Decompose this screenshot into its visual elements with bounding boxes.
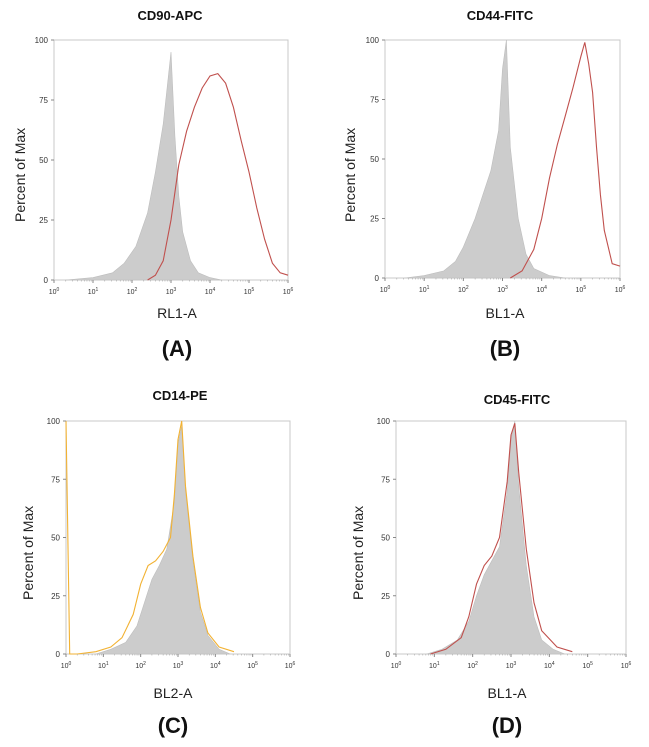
x-tick-label: 103 (173, 661, 184, 670)
x-tick-label: 104 (210, 661, 221, 670)
series-control (404, 39, 566, 279)
chart-title: CD90-APC (137, 8, 203, 23)
y-tick-label: 75 (381, 475, 390, 484)
histogram-chart: 0 25 50 75 100 100 101 102 103 104 105 106 (35, 36, 294, 296)
x-tick-label: 103 (506, 661, 517, 670)
y-tick-label: 25 (381, 592, 390, 601)
x-tick-label: 102 (467, 661, 478, 670)
y-tick-label: 0 (44, 276, 49, 285)
y-tick-label: 25 (370, 215, 379, 224)
series-stained (510, 42, 621, 279)
series-control (426, 420, 565, 655)
x-tick-label: 105 (576, 285, 587, 294)
x-tick-label: 106 (285, 661, 296, 670)
panel-b: CD44-FITC Percent of Max 0 25 50 75 100 100 10… (0, 0, 649, 370)
x-axis-label: BL1-A (487, 685, 527, 701)
x-axis-label: BL2-A (153, 685, 193, 701)
x-tick-label: 105 (247, 661, 258, 670)
series-stained (147, 72, 289, 281)
chart-title: CD44-FITC (466, 8, 534, 23)
x-tick-label: 104 (205, 287, 216, 296)
x-tick-label: 101 (429, 661, 440, 670)
x-tick-label: 106 (621, 661, 632, 670)
y-tick-label: 100 (47, 417, 61, 426)
panel-letter: (A) (161, 336, 193, 361)
x-tick-label: 103 (166, 287, 177, 296)
x-tick-label: 104 (536, 285, 547, 294)
series-control (65, 51, 222, 281)
y-tick-label: 75 (39, 96, 48, 105)
x-tick-label: 102 (458, 285, 469, 294)
y-tick-label: 50 (51, 534, 60, 543)
y-tick-label: 100 (366, 36, 380, 45)
y-tick-label: 75 (51, 475, 60, 484)
series-stained (430, 423, 573, 655)
x-tick-label: 106 (283, 287, 294, 296)
y-tick-label: 25 (39, 216, 48, 225)
chart-title: CD45-FITC (483, 392, 551, 407)
x-tick-label: 103 (497, 285, 508, 294)
panel-a: CD90-APC Percent of Max 0 25 50 75 100 100 101… (0, 0, 320, 370)
y-tick-label: 100 (377, 417, 391, 426)
series-isotype (65, 420, 235, 655)
x-tick-label: 101 (419, 285, 430, 294)
x-tick-label: 105 (582, 661, 593, 670)
x-tick-label: 105 (244, 287, 255, 296)
y-tick-label: 50 (39, 156, 48, 165)
x-tick-label: 101 (88, 287, 99, 296)
y-tick-label: 100 (35, 36, 49, 45)
y-tick-label: 0 (375, 274, 380, 283)
panel-c: CD14-PE Percent of Max 0 25 50 75 100 100 101 1… (0, 0, 320, 747)
x-tick-label: 100 (380, 285, 391, 294)
y-tick-label: 0 (56, 650, 61, 659)
y-tick-label: 0 (386, 650, 391, 659)
x-axis-label: BL1-A (485, 305, 525, 321)
y-tick-label: 25 (51, 592, 60, 601)
y-tick-label: 50 (370, 155, 379, 164)
y-tick-label: 50 (381, 534, 390, 543)
x-tick-label: 104 (544, 661, 555, 670)
histogram-chart: 0 25 50 75 100 100 101 102 103 104 105 106 (377, 417, 632, 670)
panel-letter: (C) (157, 713, 189, 738)
x-tick-label: 102 (127, 287, 138, 296)
x-tick-label: 100 (391, 661, 402, 670)
histogram-chart: 0 25 50 75 100 100 101 102 103 104 105 106 (47, 417, 296, 670)
chart-title: CD14-PE (152, 388, 208, 403)
x-tick-label: 101 (98, 661, 109, 670)
panel-letter: (B) (489, 336, 521, 361)
x-tick-label: 102 (135, 661, 146, 670)
x-axis-label: RL1-A (157, 305, 197, 321)
histogram-chart: 0 25 50 75 100 100 101 102 103 104 105 106 (366, 36, 626, 294)
y-tick-label: 75 (370, 96, 379, 105)
x-tick-label: 100 (49, 287, 60, 296)
x-tick-label: 106 (615, 285, 626, 294)
panel-letter: (D) (491, 713, 523, 738)
x-tick-label: 100 (61, 661, 72, 670)
